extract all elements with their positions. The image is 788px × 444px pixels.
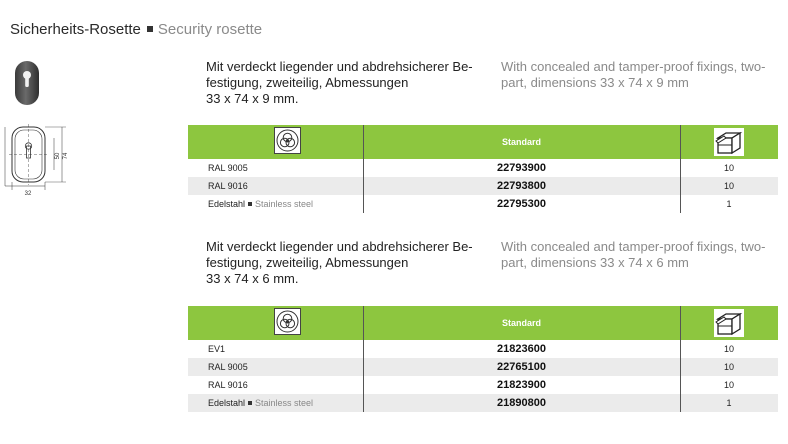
section2-table: Standard EV1 21823600 10 RAL 9005 227651… — [188, 306, 778, 412]
page-title: Sicherheits-Rosette Security rosette — [10, 21, 262, 38]
row-label: Edelstahl Stainless steel — [208, 394, 313, 412]
quantity: 10 — [723, 380, 734, 390]
article-number: 22765100 — [497, 361, 546, 373]
label-sub-text: Stainless steel — [255, 199, 314, 209]
section2-description-de: Mit verdeckt liegender und abdrehsichere… — [206, 239, 491, 287]
desc-line: 33 x 74 x 9 mm. — [206, 91, 299, 106]
desc-line: With concealed and tamper-proof fixings,… — [501, 239, 766, 254]
label-sub-text: Stainless steel — [255, 398, 314, 408]
article-number: 21823900 — [497, 379, 546, 391]
label-text: RAL 9005 — [208, 362, 248, 372]
quantity: 1 — [726, 398, 732, 408]
section2-description-en: With concealed and tamper-proof fixings,… — [501, 239, 781, 271]
label-text: EV1 — [208, 344, 226, 354]
desc-line: part, dimensions 33 x 74 x 9 mm — [501, 75, 689, 90]
section1-description-de: Mit verdeckt liegender und abdrehsichere… — [206, 59, 491, 107]
label-text: Edelstahl — [208, 199, 246, 209]
column-divider — [363, 306, 364, 412]
section1-table: Standard RAL 9005 22793900 10 RAL 9016 2… — [188, 125, 778, 213]
column-divider — [363, 125, 364, 213]
dim-height-label: 74 — [63, 152, 69, 159]
row-label: RAL 9005 — [208, 159, 248, 177]
column-divider — [680, 125, 681, 213]
table-header: Standard — [188, 125, 778, 159]
desc-line: With concealed and tamper-proof fixings,… — [501, 59, 766, 74]
package-box-icon — [714, 309, 744, 337]
quantity: 10 — [723, 344, 734, 354]
separator-square — [248, 202, 253, 207]
label-text: RAL 9016 — [208, 181, 248, 191]
table-header: Standard — [188, 306, 778, 340]
separator-square — [248, 401, 253, 406]
standard-column-header: Standard — [501, 137, 541, 147]
table-row: RAL 9016 21823900 10 — [188, 376, 778, 394]
table-row: RAL 9016 22793800 10 — [188, 177, 778, 195]
color-variants-icon — [274, 308, 301, 335]
row-label: Edelstahl Stainless steel — [208, 195, 313, 213]
table-row: Edelstahl Stainless steel 22795300 1 — [188, 195, 778, 213]
article-number: 22795300 — [497, 198, 546, 210]
row-label: RAL 9005 — [208, 358, 248, 376]
column-divider — [680, 306, 681, 412]
desc-line: 33 x 74 x 6 mm. — [206, 271, 299, 286]
table-row: Edelstahl Stainless steel 21890800 1 — [188, 394, 778, 412]
desc-line: part, dimensions 33 x 74 x 6 mm — [501, 255, 689, 270]
package-box-icon — [714, 128, 744, 156]
desc-line: Mit verdeckt liegender und abdrehsichere… — [206, 59, 473, 74]
quantity: 10 — [723, 163, 734, 173]
article-number: 21823600 — [497, 343, 546, 355]
table-row: EV1 21823600 10 — [188, 340, 778, 358]
table-row: RAL 9005 22793900 10 — [188, 159, 778, 177]
desc-line: Mit verdeckt liegender und abdrehsichere… — [206, 239, 473, 254]
rosette-product-image — [15, 61, 39, 105]
article-number: 21890800 — [497, 397, 546, 409]
label-text: RAL 9016 — [208, 380, 248, 390]
color-variants-icon — [274, 127, 301, 154]
title-en: Security rosette — [157, 21, 263, 38]
table-row: RAL 9005 22765100 10 — [188, 358, 778, 376]
label-text: Edelstahl — [208, 398, 246, 408]
dim-inner-label: 50 — [55, 152, 61, 159]
standard-column-header: Standard — [501, 318, 541, 328]
quantity: 10 — [723, 181, 734, 191]
desc-line: festigung, zweiteilig, Abmessungen — [206, 75, 409, 90]
separator-square — [146, 26, 153, 33]
row-label: RAL 9016 — [208, 177, 248, 195]
article-number: 22793900 — [497, 162, 546, 174]
title-de: Sicherheits-Rosette — [10, 21, 141, 38]
quantity: 1 — [726, 199, 732, 209]
article-number: 22793800 — [497, 180, 546, 192]
quantity: 10 — [723, 362, 734, 372]
row-label: RAL 9016 — [208, 376, 248, 394]
dim-width-label: 32 — [25, 191, 32, 197]
section1-description-en: With concealed and tamper-proof fixings,… — [501, 59, 781, 91]
row-label: EV1 — [208, 340, 225, 358]
label-text: RAL 9005 — [208, 163, 248, 173]
technical-drawing: 32 50 74 — [4, 124, 69, 197]
desc-line: festigung, zweiteilig, Abmessungen — [206, 255, 409, 270]
